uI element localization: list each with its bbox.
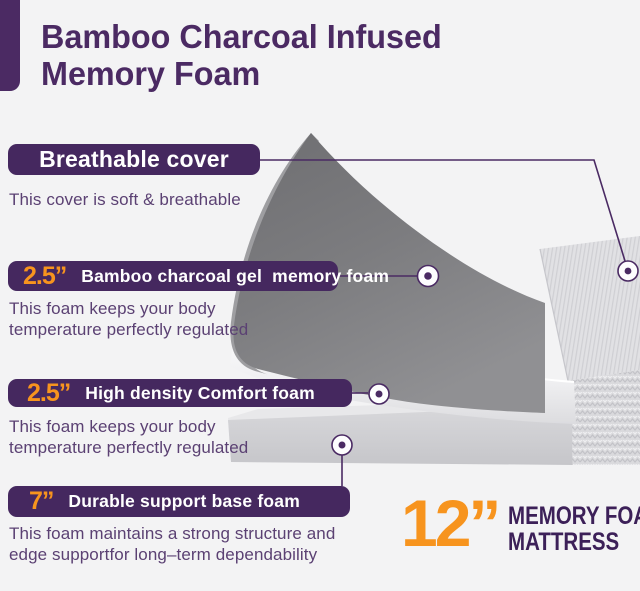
callout-dots <box>331 260 639 456</box>
cover-panel <box>539 236 640 466</box>
page-title-line1: Bamboo Charcoal Infused <box>41 18 442 55</box>
mattress-badge-line1: MEMORY FOAM <box>508 502 640 530</box>
description-line: temperature perfectly regulated <box>9 438 249 457</box>
description-line: This foam keeps your body <box>9 299 216 318</box>
banner-base-foam: 7” Durable support base foam <box>8 486 350 517</box>
banner-memory-foam: 2.5” Bamboo charcoal gel memory foam <box>8 261 389 291</box>
callout-line-cover <box>260 159 626 262</box>
description-line: temperature perfectly regulated <box>9 320 249 339</box>
mattress-total-height: 12” <box>401 486 501 560</box>
banner-breathable-cover-label: Breathable cover <box>39 146 229 172</box>
page-title: Bamboo Charcoal Infused Memory Foam <box>41 18 442 92</box>
callout-lines <box>260 159 626 486</box>
description-memory-foam: This foam keeps your body temperature pe… <box>9 298 248 340</box>
description-line: edge supportfor long–term dependability <box>9 545 318 564</box>
cover-side-fabric <box>568 370 640 465</box>
description-line: This foam keeps your body <box>9 417 216 436</box>
description-comfort-foam: This foam keeps your body temperature pe… <box>9 416 248 458</box>
banner-base-foam-label: Durable support base foam <box>68 491 300 511</box>
comfort-foam-thickness: 2.5” <box>27 378 71 407</box>
callout-dot-cover <box>624 267 632 275</box>
banner-comfort-foam-label: High density Comfort foam <box>85 382 315 403</box>
mattress-badge-line2: MATTRESS <box>508 528 620 556</box>
description-breathable-cover: This cover is soft & breathable <box>9 189 241 210</box>
callout-dot-comfort <box>375 390 383 398</box>
charcoal-foam-layer <box>233 133 545 413</box>
callout-dot-memory <box>424 272 432 280</box>
cover-top-fabric <box>540 236 640 381</box>
callout-dot-base <box>338 441 346 449</box>
banner-comfort-foam: 2.5” High density Comfort foam <box>8 379 352 407</box>
description-line: This foam maintains a strong structure a… <box>9 524 336 543</box>
mattress-size-badge: 12” MEMORY FOAM MATTRESS <box>401 486 640 560</box>
mattress-badge-text: MEMORY FOAM MATTRESS <box>508 503 640 555</box>
banner-memory-foam-label: Bamboo charcoal gel memory foam <box>81 265 390 286</box>
description-line: This cover is soft & breathable <box>9 190 241 209</box>
corner-accent-bar <box>0 0 20 91</box>
banner-breathable-cover: Breathable cover <box>8 144 260 175</box>
page-title-line2: Memory Foam <box>41 55 261 92</box>
base-foam-front <box>228 406 572 465</box>
memory-foam-thickness: 2.5” <box>23 261 67 290</box>
description-base-foam: This foam maintains a strong structure a… <box>9 523 335 565</box>
base-foam-thickness: 7” <box>29 487 54 515</box>
